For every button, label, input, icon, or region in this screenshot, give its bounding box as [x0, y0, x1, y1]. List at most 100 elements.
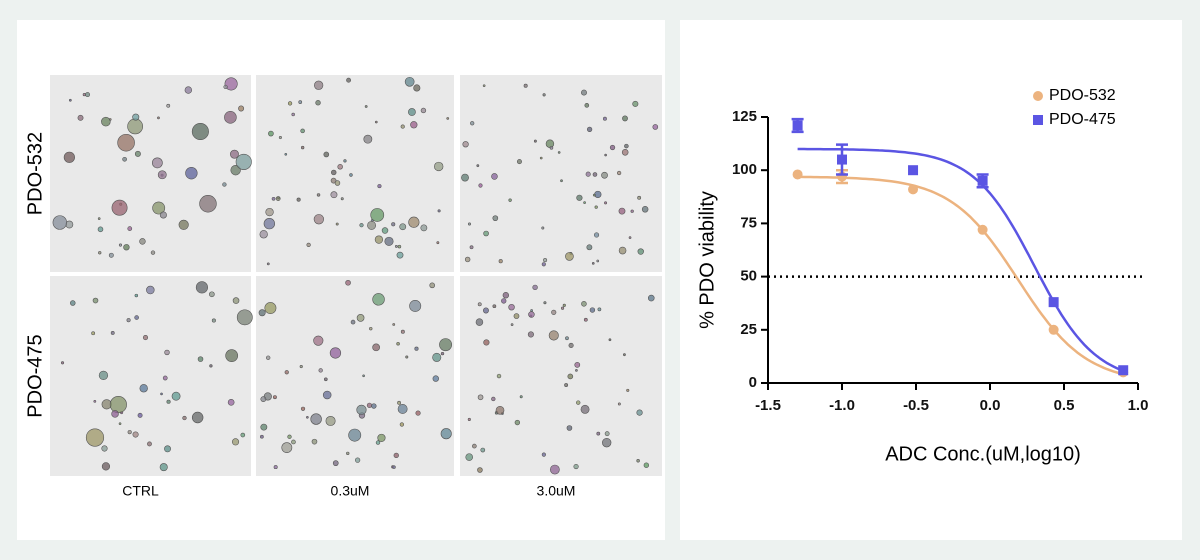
organoid [275, 196, 281, 201]
organoid [592, 193, 596, 197]
organoid [581, 301, 587, 307]
organoid [567, 373, 574, 380]
row-label: PDO-532 [24, 132, 46, 215]
x-tick-label: -1.0 [829, 397, 855, 414]
organoid [647, 294, 655, 302]
organoid [372, 343, 380, 352]
organoid [616, 170, 622, 176]
organoid [584, 103, 590, 108]
organoid [565, 336, 569, 341]
organoid [259, 230, 268, 239]
organoid [436, 241, 440, 245]
organoid [483, 339, 490, 346]
organoid [97, 217, 101, 220]
organoid [313, 335, 324, 346]
organoid [132, 113, 140, 121]
organoid [597, 307, 602, 312]
organoid [160, 392, 163, 396]
organoid [354, 457, 361, 463]
organoid [101, 445, 108, 452]
organoid [150, 250, 156, 255]
organoid [624, 143, 629, 149]
organoid [519, 395, 523, 399]
organoid [127, 226, 133, 231]
organoid [420, 107, 427, 114]
organoid [118, 243, 123, 247]
organoid [514, 419, 521, 426]
organoid [392, 323, 396, 326]
organoid [92, 297, 99, 304]
organoid [377, 184, 382, 189]
organoid [394, 245, 398, 248]
organoid [469, 245, 474, 250]
organoid [462, 141, 469, 148]
organoid [432, 352, 442, 362]
organoid [369, 326, 373, 331]
organoid [589, 307, 596, 313]
organoid [477, 394, 484, 401]
organoid [162, 375, 168, 381]
organoid [273, 465, 278, 470]
organoid [260, 423, 268, 431]
organoid [264, 302, 277, 314]
organoid [91, 331, 96, 336]
organoid [596, 259, 600, 263]
y-tick-label: 0 [749, 374, 757, 391]
organoid [541, 226, 545, 230]
organoid [315, 100, 321, 106]
organoid [545, 139, 555, 148]
organoid [586, 244, 593, 251]
micrograph [256, 75, 454, 272]
organoid [477, 302, 482, 307]
organoid [260, 434, 264, 439]
organoid [157, 170, 167, 180]
organoid [542, 93, 546, 97]
organoid [101, 116, 111, 127]
organoid [576, 400, 581, 405]
organoid [313, 214, 324, 225]
organoid [157, 116, 160, 120]
column-label: CTRL [122, 483, 159, 499]
legend-marker [1033, 115, 1043, 125]
organoid [85, 428, 105, 447]
data-point [792, 120, 803, 131]
organoid [166, 399, 171, 404]
organoid [604, 153, 607, 157]
organoid [323, 377, 328, 382]
organoid [281, 442, 293, 453]
organoid [63, 151, 75, 163]
organoid [601, 171, 608, 179]
organoid [266, 262, 270, 266]
organoid [440, 351, 445, 356]
organoid [636, 409, 643, 416]
organoid [372, 293, 385, 306]
organoid [480, 447, 486, 453]
micrograph [460, 75, 662, 272]
organoid [603, 116, 607, 121]
organoid [182, 415, 187, 421]
legend-marker [1033, 91, 1043, 101]
organoid [618, 207, 626, 215]
organoid [592, 172, 598, 177]
organoid [278, 136, 282, 140]
organoid [602, 438, 612, 448]
organoid [400, 329, 405, 334]
organoid [377, 433, 386, 442]
organoid [366, 402, 373, 408]
organoid [641, 206, 649, 213]
organoid [322, 390, 332, 400]
organoid [299, 364, 303, 369]
organoid [513, 313, 520, 319]
legend-label: PDO-475 [1049, 111, 1116, 128]
organoid [232, 297, 240, 304]
organoid [223, 84, 228, 90]
chart-card [680, 20, 1182, 540]
organoid [551, 309, 557, 315]
organoid [331, 169, 337, 176]
organoid [550, 464, 560, 475]
organoid [134, 315, 139, 320]
chart: 0 25 50 75 100 125 -1.5 -1.0 -0.5 0.0 0.5 1.0 % PDO … [696, 87, 1148, 465]
organoid [583, 317, 588, 322]
